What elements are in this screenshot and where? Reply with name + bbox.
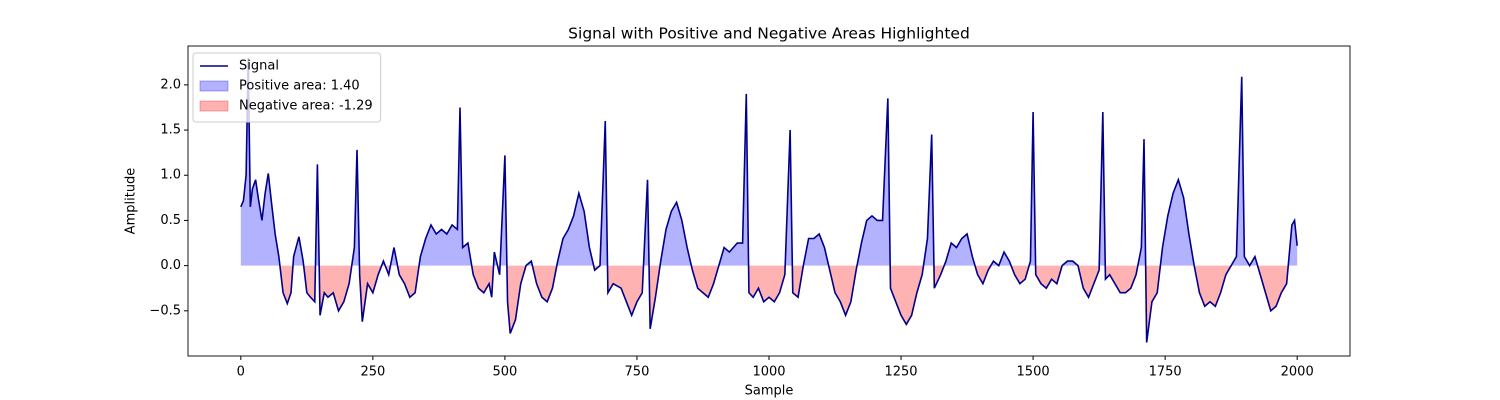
legend-label: Positive area: 1.40 — [239, 79, 360, 94]
x-tick-label: 1750 — [1149, 365, 1182, 380]
area — [240, 57, 1298, 266]
y-tick-label: 0.0 — [160, 258, 181, 273]
legend-label: Negative area: -1.29 — [239, 99, 373, 114]
x-tick-label: 1250 — [884, 365, 917, 380]
x-tick-label: 250 — [360, 365, 385, 380]
y-tick-label: 2.0 — [160, 77, 181, 92]
y-tick-label: −0.5 — [149, 303, 181, 318]
legend-patch — [199, 100, 229, 112]
y-tick-label: 1.5 — [160, 123, 181, 138]
legend-box — [192, 52, 382, 123]
x-tick-label: 750 — [625, 365, 650, 380]
x-tick-label: 2000 — [1281, 365, 1314, 380]
legend-patch — [199, 80, 229, 92]
chart-title: Signal with Positive and Negative Areas … — [568, 25, 970, 43]
y-axis-label: Amplitude — [124, 168, 139, 235]
x-axis-label: Sample — [745, 384, 794, 399]
x-tick-label: 1000 — [752, 365, 785, 380]
signal-line — [240, 57, 1298, 343]
x-tick-label: 1500 — [1017, 365, 1050, 380]
legend-label: Signal — [239, 59, 279, 74]
x-tick-label: 500 — [492, 365, 517, 380]
y-tick-label: 1.0 — [160, 168, 181, 183]
y-tick-label: 0.5 — [160, 213, 181, 228]
x-tick-label: 0 — [237, 365, 245, 380]
